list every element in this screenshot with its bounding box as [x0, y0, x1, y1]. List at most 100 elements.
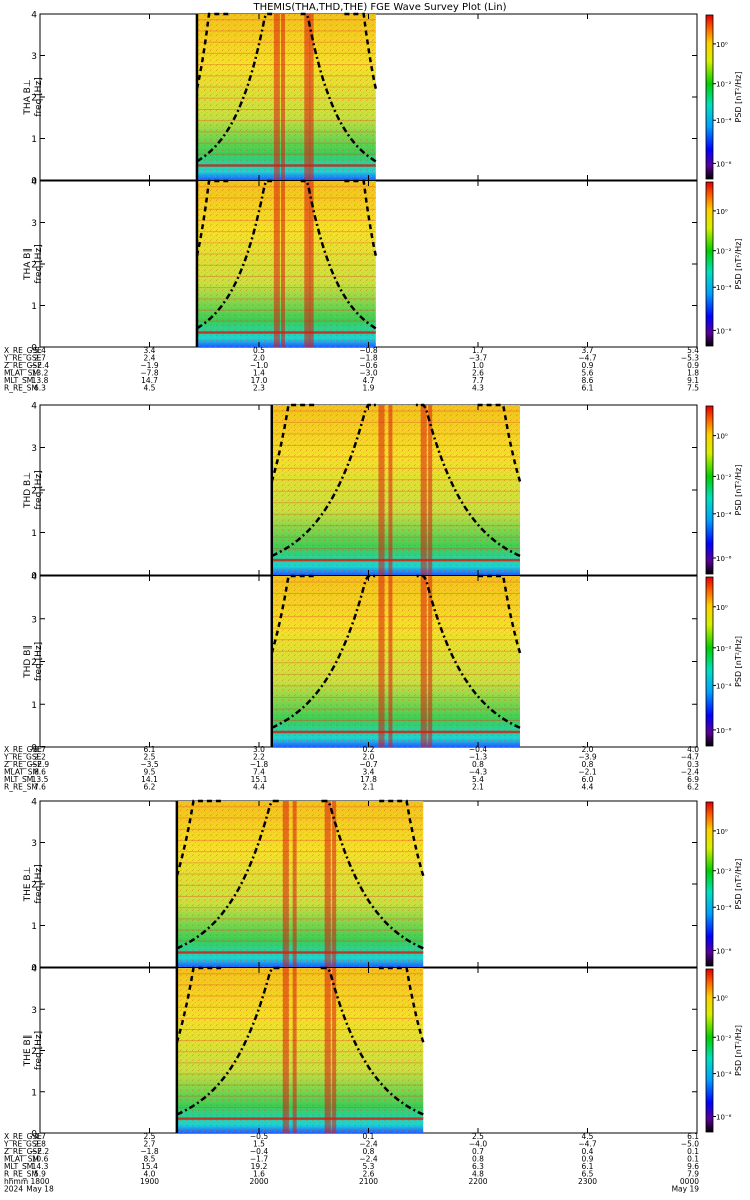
- ephemeris-value: −0.8: [359, 346, 377, 355]
- ephemeris-value: −5.3: [681, 354, 699, 363]
- y-tick-label: 2: [31, 261, 37, 271]
- ephemeris-row-label: MLAT_SM: [4, 768, 39, 777]
- ephemeris-value: 5.4: [34, 346, 46, 355]
- time-tick-label: 1800: [30, 1177, 49, 1186]
- helium-gyrofrequency-curve: [343, 179, 378, 256]
- ephemeris-value: 4.8: [472, 1170, 484, 1179]
- ephemeris-value: 0.7: [472, 1147, 484, 1156]
- colorbar: [705, 801, 714, 967]
- date-label: May 18: [26, 1185, 54, 1194]
- colorbar: [705, 181, 714, 347]
- ephemeris-value: 2.5: [144, 1132, 156, 1141]
- panel-label: THE B∥: [23, 1035, 33, 1068]
- ephemeris-value: 4.7: [363, 376, 375, 385]
- ephemeris-value: 4.5: [144, 384, 156, 393]
- gyrofrequency-curve: [196, 179, 273, 330]
- gyrofrequency-curve: [415, 403, 521, 558]
- ephemeris-value: −0.7: [359, 760, 377, 769]
- gyrofrequency-curve: [271, 574, 376, 729]
- burst-column: [428, 576, 433, 747]
- burst-column: [332, 801, 337, 967]
- burst-column: [282, 801, 289, 967]
- ephemeris-value: 4.0: [687, 745, 699, 754]
- y-axis-label: freq [Hz]: [34, 1031, 44, 1070]
- panel-label: THA B∥: [23, 248, 33, 281]
- colorbar-tick-label: 10⁻⁴: [716, 682, 732, 690]
- ephemeris-value: 5.9: [34, 1170, 46, 1179]
- time-tick-label: 2000: [249, 1177, 268, 1186]
- ephemeris-value: 2.8: [34, 1140, 46, 1149]
- burst-column: [332, 968, 337, 1133]
- ephemeris-value: 2.5: [472, 1132, 484, 1141]
- ephemeris-row-label: X_RE_GSE: [4, 1132, 42, 1141]
- ephemeris-row-label: MLT_SM: [4, 775, 33, 784]
- ephemeris-value: −0.6: [359, 361, 377, 370]
- y-tick-label: 1: [31, 135, 37, 145]
- burst-column: [281, 181, 286, 347]
- ephemeris-value: 6.0: [582, 775, 594, 784]
- y-axis-label: freq [Hz]: [34, 244, 44, 283]
- y-axis-label: freq [Hz]: [34, 642, 44, 681]
- y-tick-label: 0: [31, 964, 37, 974]
- ephemeris-value: −1.8: [359, 354, 377, 363]
- ephemeris-row-label: X_RE_GSE: [4, 745, 42, 754]
- helium-gyrofrequency-curve: [175, 799, 222, 877]
- burst-column: [428, 405, 433, 575]
- ephemeris-value: −0.4: [250, 1147, 268, 1156]
- colorbar-tick-label: 10⁻²: [716, 1034, 732, 1042]
- spectrogram-panel: 0 1 2 3 4 THE B⊥ freq [Hz] 10⁰ 10⁻² 10⁻⁴ 10⁻⁶ PSD […: [23, 798, 743, 974]
- ephemeris-value: 14.3: [32, 1162, 49, 1171]
- y-tick-label: 3: [31, 444, 37, 454]
- gyrofrequency-curve: [319, 966, 424, 1116]
- y-tick-label: 4: [31, 573, 37, 583]
- burst-column: [324, 968, 331, 1133]
- burst-column: [281, 14, 286, 180]
- colorbar-tick-label: 10⁻²: [716, 81, 732, 89]
- ephemeris-value: −7.8: [140, 369, 158, 378]
- ephemeris-value: 0.1: [363, 1132, 375, 1141]
- ephemeris-value: 9.5: [144, 768, 156, 777]
- ephemeris-value: 7.6: [34, 783, 46, 792]
- ephemeris-value: 2.2: [253, 753, 265, 762]
- ephemeris-value: −2.4: [681, 768, 699, 777]
- ephemeris-value: −2.4: [359, 1155, 377, 1164]
- gyrofrequency-curve: [271, 403, 376, 558]
- ephemeris-row-label: R_RE_SM: [4, 783, 38, 792]
- y-axis-label: freq [Hz]: [34, 470, 44, 509]
- ephemeris-value: 14.1: [141, 775, 158, 784]
- ephemeris-value: 2.0: [363, 753, 375, 762]
- ephemeris-value: 2.3: [253, 384, 265, 393]
- ephemeris-row-label: MLAT_SM: [4, 369, 39, 378]
- ephemeris-row-label: Z_RE_GSE: [4, 760, 42, 769]
- figure-title: THEMIS(THA,THD,THE) FGE Wave Survey Plot…: [252, 2, 506, 13]
- colorbar-tick-label: 10⁻⁶: [716, 727, 732, 735]
- year-label: 2024: [4, 1185, 23, 1194]
- colorbar: [705, 968, 714, 1133]
- helium-gyrofrequency-curve: [378, 799, 425, 877]
- gyrofrequency-curve: [176, 966, 281, 1116]
- ephemeris-value: −2.9: [31, 760, 49, 769]
- ephemeris-value: 2.6: [472, 369, 484, 378]
- ephemeris-value: 17.0: [251, 376, 268, 385]
- panel-label: THD B∥: [23, 645, 33, 679]
- date-label: May 19: [672, 1185, 700, 1194]
- colorbar-tick-label: 10⁻²: [716, 248, 732, 256]
- ephemeris-value: −2.1: [578, 768, 596, 777]
- colorbar-label: PSD [nT²/Hz]: [734, 465, 743, 516]
- ephemeris-value: 2.0: [253, 354, 265, 363]
- time-tick-label: 1900: [140, 1177, 159, 1186]
- colorbar: [705, 14, 714, 180]
- colorbar-tick-label: 10⁻²: [716, 868, 732, 876]
- gyrofrequency-curve: [415, 574, 521, 729]
- ephemeris-value: 2.6: [363, 1170, 375, 1179]
- panel-label: THE B⊥: [23, 866, 33, 902]
- y-tick-label: 0: [31, 744, 37, 754]
- ephemeris-value: 15.4: [141, 1162, 158, 1171]
- ephemeris-value: 4.3: [472, 384, 484, 393]
- y-tick-label: 4: [31, 965, 37, 975]
- colorbar-tick-label: 10⁰: [716, 41, 728, 49]
- ephemeris-value: 0.9: [582, 1155, 594, 1164]
- ephemeris-value: 14.7: [141, 376, 158, 385]
